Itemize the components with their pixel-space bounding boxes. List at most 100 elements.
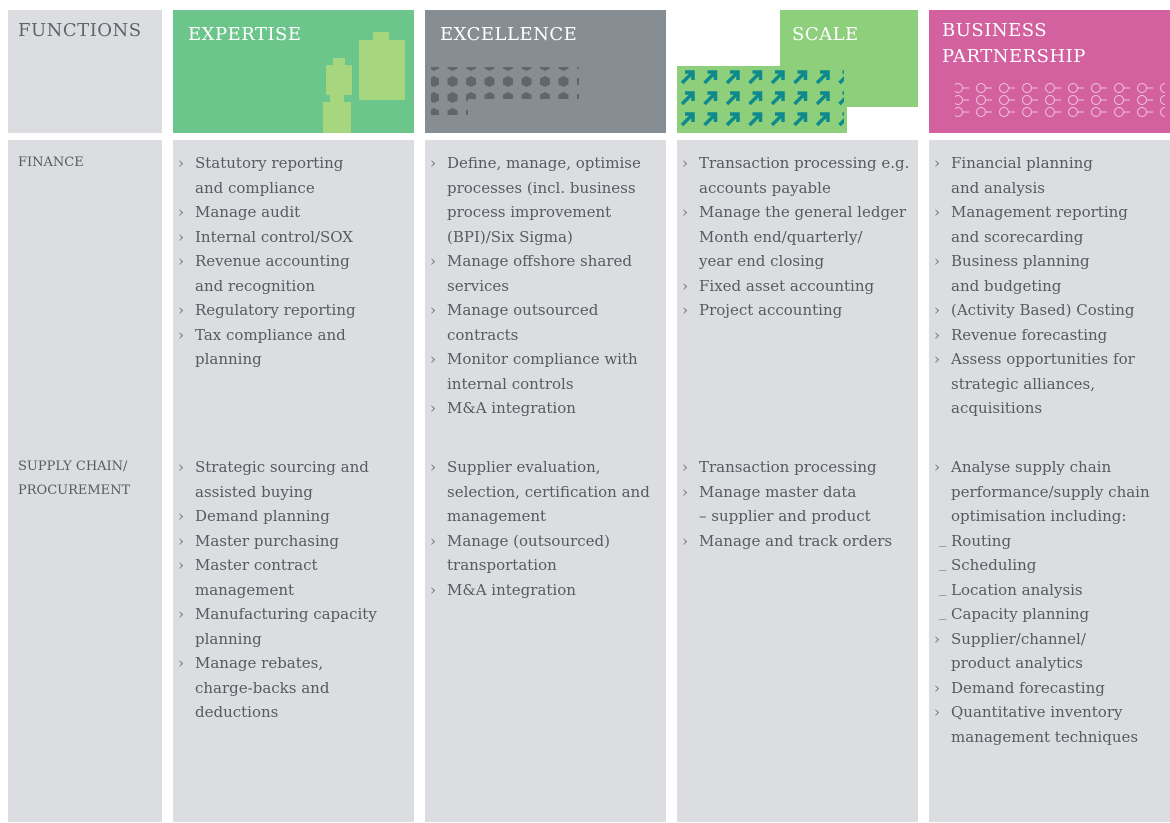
list-item: M&A integration — [427, 396, 663, 421]
list-item: Master purchasing — [175, 529, 411, 554]
cell: Transaction processing Manage master data… — [679, 455, 915, 553]
item-text: Project accounting — [699, 301, 843, 319]
list: Analyse supply chain performance/supply … — [931, 455, 1167, 749]
cell: Supplier evaluation, selection, certific… — [427, 455, 663, 602]
cell: Strategic sourcing and assisted buying De… — [175, 455, 411, 725]
column-header: FUNCTIONS — [18, 20, 142, 41]
list-item: Manufacturing capacity planning — [175, 602, 411, 651]
list-item: Fixed asset accounting — [679, 274, 915, 299]
item-text: Fixed asset accounting — [699, 276, 875, 295]
list: Transaction processing Manage master data… — [679, 455, 915, 553]
list-item: Manage (outsourced) transportation — [427, 529, 663, 578]
item-text: Manage (outsourced) transportation — [447, 531, 611, 575]
excellence-icon — [431, 67, 579, 115]
sub-item: Location analysis — [939, 575, 1167, 603]
cell: Financial planning and analysis Managemen… — [931, 151, 1167, 421]
item-text: Assess opportunities for strategic allia… — [951, 350, 1135, 417]
column-header: EXPERTISE — [188, 24, 302, 45]
item-text: Transaction processing — [699, 458, 877, 476]
list: Transaction processing e.g. accounts pay… — [679, 151, 915, 323]
list-item: Manage offshore shared services — [427, 249, 663, 298]
list-item: Revenue forecasting — [931, 323, 1167, 348]
item-text: Master purchasing — [195, 531, 340, 550]
item-text: Quantitative inventory management techni… — [951, 703, 1139, 746]
header-cell — [425, 10, 666, 133]
list-item: Regulatory reporting — [175, 298, 411, 323]
item-text: Revenue accounting and recognition — [195, 252, 350, 295]
header-cell — [8, 10, 162, 133]
item-text: Define, manage, optimise processes (incl… — [447, 154, 641, 246]
item-text: M&A integration — [447, 399, 576, 417]
list-item: Strategic sourcing and assisted buying — [175, 455, 411, 504]
list-item: Manage outsourced contracts — [427, 298, 663, 347]
header-cell — [929, 10, 1170, 133]
column-header: BUSINESS PARTNERSHIP — [942, 20, 1086, 67]
sub-item: Capacity planning — [939, 599, 1167, 627]
item-text: Statutory reporting and compliance — [195, 154, 344, 197]
sub-item: Scheduling — [939, 550, 1167, 578]
item-text: Capacity planning — [951, 605, 1090, 623]
item-text: Manage and track orders — [699, 531, 893, 550]
list-item: Financial planning and analysis — [931, 151, 1167, 200]
item-text: (Activity Based) Costing — [951, 301, 1135, 319]
list-item: Management reporting and scorecarding — [931, 200, 1167, 249]
list-item: Project accounting — [679, 298, 915, 323]
list-item: M&A integration — [427, 578, 663, 603]
item-text: Supplier/channel/ product analytics — [951, 629, 1086, 673]
cell: Transaction processing e.g. accounts pay… — [679, 151, 915, 323]
expertise-icon — [323, 32, 405, 133]
item-text: Demand planning — [195, 507, 330, 525]
list-item: Monitor compliance with internal control… — [427, 347, 663, 396]
list-item: Tax compliance and planning — [175, 323, 411, 372]
list-item: Analyse supply chain performance/supply … — [931, 455, 1167, 627]
partnership-icon — [955, 83, 1165, 119]
list-item: Manage master data – supplier and produc… — [679, 480, 915, 529]
list-item: Supplier/channel/ product analytics — [931, 627, 1167, 676]
item-text: Financial planning and analysis — [951, 154, 1093, 197]
item-text: Manufacturing capacity planning — [195, 605, 377, 648]
item-text: Manage offshore shared services — [447, 252, 632, 295]
list-item: Manage the general ledger Month end/quar… — [679, 200, 915, 274]
list: Strategic sourcing and assisted buying De… — [175, 455, 411, 725]
item-text: Manage master data – supplier and produc… — [699, 482, 871, 526]
item-text: Scheduling — [951, 556, 1037, 574]
item-text: Analyse supply chain performance/supply … — [951, 458, 1150, 525]
list-item: Quantitative inventory management techni… — [931, 700, 1167, 749]
cell: Analyse supply chain performance/supply … — [931, 455, 1167, 749]
list-item: Manage and track orders — [679, 529, 915, 554]
item-text: Revenue forecasting — [951, 325, 1108, 344]
item-text: M&A integration — [447, 580, 576, 599]
item-text: Manage audit — [195, 203, 301, 221]
item-text: Business planning and budgeting — [951, 252, 1090, 295]
header-cell — [173, 10, 414, 133]
list-item: Demand forecasting — [931, 676, 1167, 701]
column-header: SCALE — [792, 24, 859, 45]
item-text: Manage the general ledger Month end/quar… — [699, 203, 907, 270]
list-item: Statutory reporting and compliance — [175, 151, 411, 200]
item-text: Routing — [951, 531, 1012, 550]
cell: Define, manage, optimise processes (incl… — [427, 151, 663, 421]
list-item: Business planning and budgeting — [931, 249, 1167, 298]
list-item: Supplier evaluation, selection, certific… — [427, 455, 663, 529]
list-item: Master contract management — [175, 553, 411, 602]
item-text: Regulatory reporting — [195, 301, 356, 319]
item-text: Monitor compliance with internal control… — [447, 350, 638, 393]
item-text: Transaction processing e.g. accounts pay… — [699, 154, 910, 197]
list: Define, manage, optimise processes (incl… — [427, 151, 663, 421]
item-text: Demand forecasting — [951, 678, 1105, 697]
row-label: FINANCE — [18, 155, 84, 170]
sub-item: Routing — [939, 526, 1167, 554]
list-item: Assess opportunities for strategic allia… — [931, 347, 1167, 421]
list: Statutory reporting and compliance Manage… — [175, 151, 411, 372]
item-text: Location analysis — [951, 580, 1083, 599]
cell: Statutory reporting and compliance Manage… — [175, 151, 411, 372]
functions-column — [8, 140, 162, 822]
item-text: Tax compliance and planning — [195, 325, 346, 369]
item-text: Manage rebates, charge-backs and deducti… — [195, 654, 330, 721]
list: Supplier evaluation, selection, certific… — [427, 455, 663, 602]
list-item: Manage rebates, charge-backs and deducti… — [175, 651, 411, 725]
item-text: Internal control/SOX — [195, 227, 353, 246]
list-item: Transaction processing e.g. accounts pay… — [679, 151, 915, 200]
item-text: Supplier evaluation, selection, certific… — [447, 458, 650, 525]
